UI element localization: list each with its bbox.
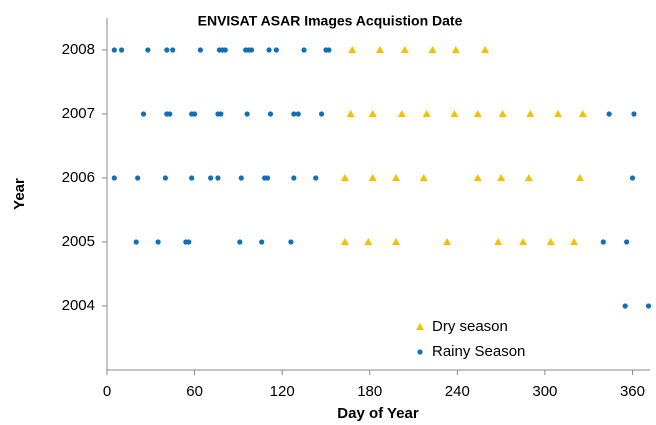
triangle-marker [400, 46, 409, 53]
triangle-marker [422, 110, 431, 117]
circle-marker [645, 303, 652, 309]
circle-marker [133, 239, 139, 245]
triangle-marker [473, 174, 482, 181]
circle-marker [222, 47, 228, 53]
triangle-marker [375, 46, 384, 53]
legend-label: Dry season [432, 318, 508, 335]
circle-marker [111, 47, 117, 53]
legend-marker [417, 349, 423, 355]
triangle-marker [497, 174, 506, 181]
circle-marker [155, 239, 161, 245]
circle-marker [118, 47, 125, 53]
circle-marker [167, 111, 173, 117]
circle-marker [111, 175, 117, 181]
x-tick-label: 360 [620, 383, 645, 400]
triangle-marker [340, 238, 349, 245]
triangle-marker [340, 174, 349, 181]
triangle-marker [570, 238, 579, 245]
triangle-marker [397, 110, 406, 117]
x-tick-label: 60 [186, 383, 203, 400]
triangle-marker [451, 46, 460, 53]
triangle-marker [392, 174, 401, 181]
triangle-marker [368, 110, 377, 117]
triangle-marker [519, 238, 528, 245]
circle-marker [273, 47, 279, 53]
triangle-marker [524, 174, 533, 181]
x-tick-label: 120 [270, 383, 295, 400]
circle-marker [189, 175, 195, 181]
triangle-marker [526, 110, 535, 117]
triangle-marker [368, 174, 377, 181]
circle-marker [264, 175, 271, 181]
circle-marker [218, 111, 224, 117]
y-tick-label: 2008 [62, 41, 95, 58]
circle-marker [191, 111, 198, 117]
triangle-marker [443, 238, 452, 245]
circle-marker [313, 175, 319, 181]
circle-marker [266, 47, 272, 53]
circle-marker [301, 47, 307, 53]
triangle-marker [428, 46, 437, 53]
y-tick-label: 2004 [62, 297, 95, 314]
circle-marker [259, 239, 265, 245]
triangle-marker [575, 174, 584, 181]
circle-marker [318, 111, 325, 117]
triangle-marker [554, 110, 563, 117]
chart-title: ENVISAT ASAR Images Acquistion Date [198, 13, 463, 29]
triangle-marker [546, 238, 555, 245]
circle-marker [238, 175, 244, 181]
circle-marker [631, 111, 637, 117]
triangle-marker [450, 110, 459, 117]
circle-marker [208, 175, 214, 181]
triangle-marker [346, 110, 355, 117]
circle-marker [186, 239, 192, 245]
triangle-marker [392, 238, 401, 245]
circle-marker [248, 47, 255, 53]
triangle-marker [364, 238, 373, 245]
circle-marker [326, 47, 332, 53]
x-axis-label: Day of Year [337, 405, 419, 422]
triangle-marker [481, 46, 490, 53]
triangle-marker [473, 110, 482, 117]
circle-marker [162, 175, 168, 181]
circle-marker [624, 239, 630, 245]
triangle-marker [348, 46, 357, 53]
circle-marker [291, 111, 297, 117]
legend-label: Rainy Season [432, 343, 525, 360]
circle-marker [291, 175, 297, 181]
circle-marker [267, 111, 274, 117]
y-tick-label: 2007 [62, 105, 95, 122]
circle-marker [244, 111, 250, 117]
y-tick-label: 2005 [62, 233, 95, 250]
x-tick-label: 180 [357, 383, 382, 400]
circle-marker [170, 47, 176, 53]
circle-marker [145, 47, 151, 53]
circle-marker [237, 239, 243, 245]
circle-marker [622, 303, 628, 309]
circle-marker [215, 175, 221, 181]
circle-marker [629, 175, 636, 181]
triangle-marker [419, 174, 428, 181]
circle-marker [288, 239, 294, 245]
legend-marker [416, 323, 424, 330]
circle-marker [164, 47, 170, 53]
circle-marker [606, 111, 612, 117]
y-axis-label: Year [11, 178, 28, 210]
circle-marker [140, 111, 147, 117]
x-tick-label: 240 [445, 383, 470, 400]
circle-marker [295, 111, 301, 117]
triangle-marker [494, 238, 503, 245]
x-tick-label: 0 [103, 383, 111, 400]
circle-marker [135, 175, 141, 181]
circle-marker [197, 47, 204, 53]
x-tick-label: 300 [532, 383, 557, 400]
circle-marker [600, 239, 606, 245]
triangle-marker [498, 110, 507, 117]
triangle-marker [578, 110, 587, 117]
y-tick-label: 2006 [62, 169, 95, 186]
